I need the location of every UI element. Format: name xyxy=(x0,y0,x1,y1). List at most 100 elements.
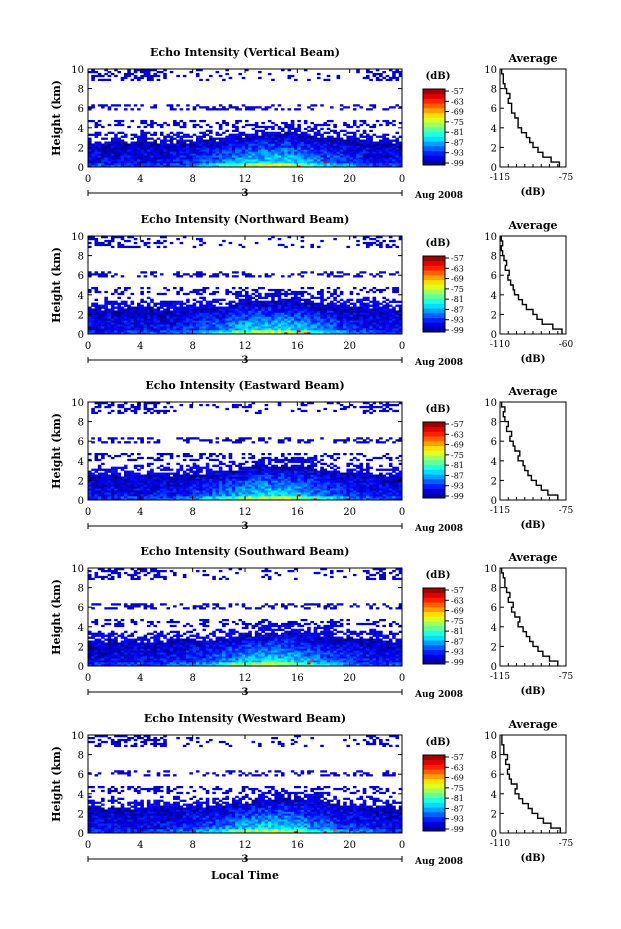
heatmap-cell xyxy=(159,125,164,129)
heatmap-cell xyxy=(123,245,128,249)
heatmap-cell xyxy=(277,296,282,300)
heatmap-cell xyxy=(146,155,151,158)
heatmap-cell xyxy=(343,310,347,313)
heatmap-cell xyxy=(326,322,331,325)
heatmap-cell xyxy=(245,159,249,162)
heatmap-cell xyxy=(150,478,154,481)
heatmap-cell xyxy=(104,304,108,307)
heatmap-cell xyxy=(339,290,344,294)
heatmap-cell xyxy=(307,147,311,150)
heatmap-cell xyxy=(97,151,102,154)
heatmap-cell xyxy=(290,312,295,315)
heatmap-cell xyxy=(290,292,295,296)
heatmap-cell xyxy=(159,468,164,471)
heatmap-cell xyxy=(290,330,295,333)
heatmap-cell xyxy=(97,74,102,78)
heatmap-cell xyxy=(159,480,164,483)
heatmap-cell xyxy=(251,306,256,309)
panel-1: Echo Intensity (Northward Beam)Height (k… xyxy=(50,213,574,368)
heatmap-cell xyxy=(110,320,115,323)
heatmap-cell xyxy=(140,464,144,467)
heatmap-cell xyxy=(258,147,262,150)
heatmap-cell xyxy=(333,275,337,278)
heatmap-cell xyxy=(261,163,265,166)
heatmap-cell xyxy=(274,292,279,296)
heatmap-cell xyxy=(212,300,216,303)
heatmap-cell xyxy=(137,488,141,491)
heatmap-cell xyxy=(114,332,118,335)
heatmap-cell xyxy=(235,275,239,278)
heatmap-cell xyxy=(150,123,154,127)
heatmap-cell xyxy=(173,286,177,290)
heatmap-cell xyxy=(192,273,197,276)
heatmap-cell xyxy=(195,318,200,321)
heatmap-cell xyxy=(343,123,347,127)
heatmap-cell xyxy=(133,149,138,152)
heatmap-cell xyxy=(166,300,171,303)
heatmap-cell xyxy=(107,411,112,415)
heatmap-cell xyxy=(189,494,193,497)
heatmap-cell xyxy=(333,149,337,152)
heatmap-cell xyxy=(333,322,337,325)
heatmap-cell xyxy=(107,496,112,499)
heatmap-cell xyxy=(339,147,344,150)
heatmap-cell xyxy=(166,330,171,333)
heatmap-cell xyxy=(385,145,390,148)
heatmap-cell xyxy=(349,161,354,164)
heatmap-cell xyxy=(343,328,347,331)
heatmap-cell xyxy=(107,300,112,303)
heatmap-cell xyxy=(140,139,144,142)
heatmap-cell xyxy=(333,237,337,241)
heatmap-cell xyxy=(140,145,144,148)
heatmap-cell xyxy=(91,480,95,483)
heatmap-cell xyxy=(300,316,305,319)
heatmap-cell xyxy=(218,322,223,325)
heatmap-cell xyxy=(313,151,318,154)
heatmap-cell xyxy=(205,286,210,290)
heatmap-cell xyxy=(182,488,187,491)
heatmap-cell xyxy=(182,328,187,331)
heatmap-cell xyxy=(163,302,167,305)
heatmap-cell xyxy=(91,407,95,411)
heatmap-cell xyxy=(254,125,259,129)
heatmap-cell xyxy=(359,141,364,144)
heatmap-cell xyxy=(117,137,122,140)
heatmap-cell xyxy=(330,153,334,156)
heatmap-cell xyxy=(169,326,174,329)
heatmap-cell xyxy=(146,492,151,495)
heatmap-cell xyxy=(130,472,135,475)
heatmap-cell xyxy=(356,300,360,303)
heatmap-cell xyxy=(245,163,249,166)
heatmap-cell xyxy=(117,302,122,305)
heatmap-cell xyxy=(202,159,207,162)
heatmap-cell xyxy=(143,324,148,327)
heatmap-cell xyxy=(143,147,148,150)
heatmap-cell xyxy=(150,476,154,479)
heatmap-cell xyxy=(91,474,95,477)
heatmap-cell xyxy=(195,275,200,278)
heatmap-cell xyxy=(120,494,125,497)
heatmap-cell xyxy=(182,478,187,481)
heatmap-cell xyxy=(189,476,193,479)
heatmap-cell xyxy=(277,131,282,134)
heatmap-cell xyxy=(372,74,377,78)
heatmap-cell xyxy=(245,161,249,164)
heatmap-cell xyxy=(346,304,350,307)
heatmap-cell xyxy=(114,139,118,142)
heatmap-cell xyxy=(189,314,193,317)
heatmap-cell xyxy=(267,161,272,164)
heatmap-cell xyxy=(117,143,122,146)
heatmap-cell xyxy=(130,308,135,311)
heatmap-cell xyxy=(209,320,213,323)
heatmap-cell xyxy=(225,108,229,111)
heatmap-cell xyxy=(159,458,164,462)
heatmap-cell xyxy=(182,163,187,166)
heatmap-cell xyxy=(166,492,171,495)
heatmap-cell xyxy=(212,470,216,473)
heatmap-cell xyxy=(143,137,148,140)
heatmap-cell xyxy=(235,133,239,136)
heatmap-cell xyxy=(280,163,285,166)
heatmap-cell xyxy=(310,143,314,146)
heatmap-cell xyxy=(186,306,190,309)
heatmap-cell xyxy=(107,320,112,323)
